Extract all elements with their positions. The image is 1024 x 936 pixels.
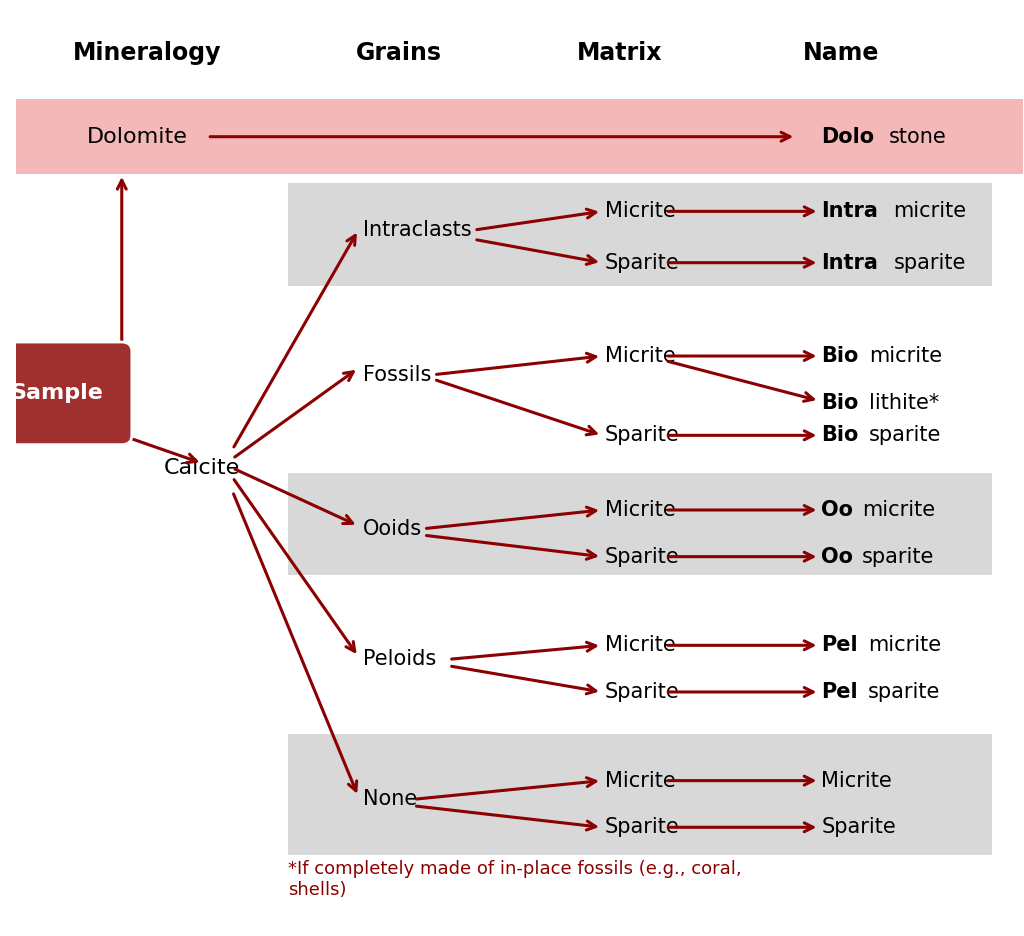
- Text: sparite: sparite: [862, 547, 934, 566]
- Text: Calcite: Calcite: [164, 458, 241, 478]
- Text: Ooids: Ooids: [364, 519, 423, 538]
- Text: sparite: sparite: [894, 253, 966, 272]
- Text: Peloids: Peloids: [364, 650, 436, 669]
- Text: Bio: Bio: [821, 393, 859, 413]
- Text: Bio: Bio: [821, 425, 859, 446]
- Text: Sample: Sample: [10, 384, 102, 403]
- Text: lithite*: lithite*: [868, 393, 939, 413]
- Text: Grains: Grains: [355, 41, 441, 65]
- Text: Intraclasts: Intraclasts: [364, 220, 472, 240]
- Text: Sparite: Sparite: [605, 253, 680, 272]
- Text: Micrite: Micrite: [605, 346, 676, 366]
- Text: Micrite: Micrite: [605, 500, 676, 520]
- Text: Intra: Intra: [821, 201, 879, 221]
- Text: Name: Name: [803, 41, 880, 65]
- Text: Micrite: Micrite: [605, 201, 676, 221]
- Text: Micrite: Micrite: [821, 770, 892, 791]
- Text: Sparite: Sparite: [821, 817, 896, 838]
- Text: Oo: Oo: [821, 547, 853, 566]
- Text: Sparite: Sparite: [605, 682, 680, 702]
- Text: Pel: Pel: [821, 682, 858, 702]
- Text: sparite: sparite: [868, 425, 941, 446]
- Text: *If completely made of in-place fossils (e.g., coral,
shells): *If completely made of in-place fossils …: [288, 860, 741, 899]
- Text: micrite: micrite: [894, 201, 967, 221]
- FancyBboxPatch shape: [0, 342, 132, 445]
- Text: micrite: micrite: [868, 346, 942, 366]
- Text: micrite: micrite: [862, 500, 935, 520]
- Bar: [288, 473, 992, 576]
- Text: Oo: Oo: [821, 500, 853, 520]
- Text: Dolo: Dolo: [821, 126, 874, 147]
- Bar: [16, 99, 1023, 174]
- Text: Micrite: Micrite: [605, 770, 676, 791]
- Text: Sparite: Sparite: [605, 425, 680, 446]
- Text: Intra: Intra: [821, 253, 879, 272]
- Bar: [288, 734, 992, 856]
- Bar: [288, 183, 992, 286]
- Text: Sparite: Sparite: [605, 817, 680, 838]
- Text: sparite: sparite: [867, 682, 940, 702]
- Text: Dolomite: Dolomite: [86, 126, 187, 147]
- Text: Matrix: Matrix: [578, 41, 663, 65]
- Text: stone: stone: [889, 126, 946, 147]
- Text: None: None: [364, 789, 418, 810]
- Text: Micrite: Micrite: [605, 636, 676, 655]
- Text: Bio: Bio: [821, 346, 859, 366]
- Text: Pel: Pel: [821, 636, 858, 655]
- Text: Fossils: Fossils: [364, 365, 432, 385]
- Text: micrite: micrite: [867, 636, 941, 655]
- Text: Sparite: Sparite: [605, 547, 680, 566]
- Text: Mineralogy: Mineralogy: [73, 41, 221, 65]
